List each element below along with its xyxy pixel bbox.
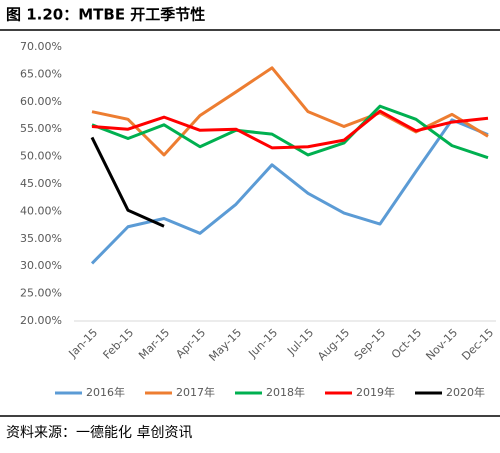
y-tick-label: 25.00%: [20, 287, 62, 300]
legend-label: 2018年: [266, 385, 305, 399]
x-tick-label: Aug-15: [315, 326, 352, 363]
x-tick-label: May-15: [206, 326, 244, 364]
y-tick-label: 45.00%: [20, 177, 62, 190]
y-tick-label: 30.00%: [20, 259, 62, 272]
x-tick-label: Jun-15: [245, 326, 280, 361]
x-tick-label: Jul-15: [284, 326, 316, 358]
chart-title: 图 1.20：MTBE 开工季节性: [6, 6, 205, 24]
x-tick-label: Feb-15: [101, 326, 137, 362]
series-line: [91, 66, 489, 157]
legend-label: 2019年: [356, 385, 395, 399]
y-tick-label: 50.00%: [20, 150, 62, 163]
y-tick-label: 60.00%: [20, 95, 62, 108]
x-tick-label: Jan-15: [66, 326, 101, 361]
y-tick-label: 70.00%: [20, 40, 62, 53]
series-line: [90, 136, 165, 228]
y-tick-label: 55.00%: [20, 122, 62, 135]
x-tick-label: Mar-15: [136, 326, 172, 362]
y-tick-label: 65.00%: [20, 67, 62, 80]
x-tick-label: Sep-15: [352, 326, 389, 363]
series-line: [90, 118, 489, 265]
series-line: [91, 104, 489, 160]
y-tick-label: 35.00%: [20, 232, 62, 245]
source: 资料来源：一德能化 卓创资讯: [6, 425, 192, 441]
legend-label: 2016年: [86, 385, 125, 399]
legend-label: 2017年: [176, 385, 215, 399]
x-tick-label: Nov-15: [423, 326, 460, 363]
x-tick-label: Oct-15: [389, 326, 424, 361]
legend-label: 2020年: [446, 385, 485, 399]
x-tick-label: Apr-15: [173, 326, 208, 361]
series-line: [91, 109, 489, 150]
y-tick-label: 40.00%: [20, 204, 62, 217]
y-tick-label: 20.00%: [20, 314, 62, 327]
x-tick-label: Dec-15: [459, 326, 496, 363]
